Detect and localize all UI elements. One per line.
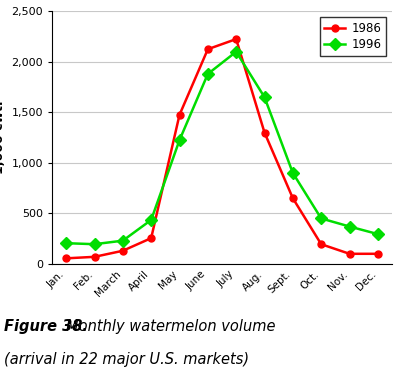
1986	[149, 236, 154, 241]
Legend: 1986, 1996: 1986, 1996	[320, 17, 386, 56]
1996	[177, 138, 182, 143]
1986	[206, 47, 210, 51]
1986	[262, 130, 267, 135]
1986	[290, 196, 295, 201]
1996	[262, 95, 267, 100]
Line: 1986: 1986	[63, 35, 381, 262]
1996	[376, 232, 380, 236]
1996	[206, 72, 210, 76]
1986	[64, 256, 68, 261]
1986	[376, 251, 380, 256]
Line: 1996: 1996	[62, 48, 382, 248]
1986	[319, 242, 324, 247]
1996	[149, 218, 154, 222]
1996	[319, 216, 324, 221]
1986	[92, 254, 97, 259]
Text: Monthly watermelon volume: Monthly watermelon volume	[66, 319, 276, 334]
1986	[234, 37, 238, 41]
1986	[177, 113, 182, 117]
1996	[64, 241, 68, 245]
1996	[290, 171, 295, 175]
1996	[234, 49, 238, 54]
1986	[120, 248, 125, 253]
Text: (arrival in 22 major U.S. markets): (arrival in 22 major U.S. markets)	[4, 352, 249, 368]
Y-axis label: 1,000 cwt.: 1,000 cwt.	[0, 101, 6, 175]
1996	[92, 242, 97, 247]
Text: Figure 38.: Figure 38.	[4, 319, 88, 334]
1986	[347, 251, 352, 256]
1996	[347, 224, 352, 229]
1996	[120, 238, 125, 243]
